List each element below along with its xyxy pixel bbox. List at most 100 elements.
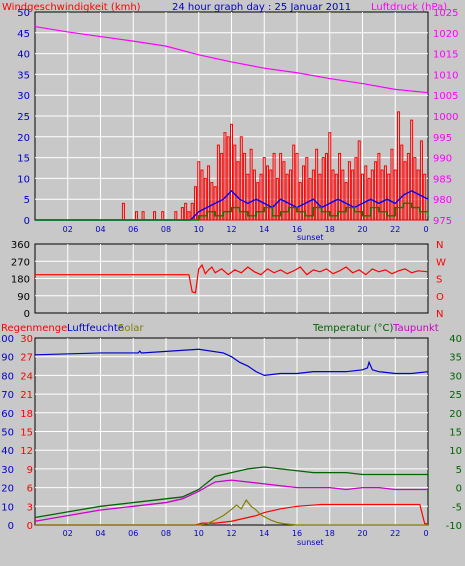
wind-gust-bar (236, 161, 240, 221)
chart-title: 24 hour graph day : 25 Januar 2011 (172, 2, 351, 13)
wind-gust-bar (266, 165, 270, 221)
wind-gust-bar (341, 169, 345, 221)
wind-gust-bar (203, 177, 207, 221)
wind-gust-bar (324, 152, 328, 221)
wind-direction-line (35, 263, 429, 294)
humidity-y-tick: 0 (8, 521, 14, 532)
wind-gust-bar (380, 169, 384, 221)
wind-gust-bar (262, 157, 266, 221)
x-tick-label: 18 (325, 225, 335, 234)
wind-y-tick: 0 (24, 216, 30, 227)
wind-gust-bar (390, 148, 394, 221)
wind-gust-bar (370, 169, 374, 221)
humidity-y-tick: 10 (1, 502, 14, 513)
wind-gust-bar (351, 169, 355, 221)
wind-gust-bar (315, 148, 319, 221)
x-tick-label: 02 (63, 225, 73, 234)
x-tick-label: 06 (128, 225, 138, 234)
humidity-y-tick: 100 (0, 334, 14, 345)
temperature-y-tick: 30 (449, 371, 462, 382)
temperature-y-tick: 40 (449, 334, 462, 345)
dewpoint-line (34, 479, 428, 522)
temperature-y-tick: 20 (449, 409, 462, 420)
wind-gust-bar (233, 144, 237, 221)
humidity-y-tick: 20 (1, 484, 14, 495)
x-tick-label: 02 (63, 529, 73, 538)
wind-y-tick: 15 (17, 154, 30, 165)
wind-gust-bar (361, 173, 364, 221)
humidity-y-tick: 50 (1, 428, 14, 439)
x-tick-label: 16 (292, 225, 302, 234)
compass-label: W (436, 257, 446, 268)
rain-axis-label: Regenmenge (1, 323, 67, 334)
wind-gust-bar (295, 152, 299, 221)
wind-gust-bar (419, 140, 423, 221)
rain-y-tick: 0 (27, 521, 33, 532)
compass-label: S (436, 275, 442, 286)
wind-gust-bar (252, 169, 256, 221)
rain-y-tick: 24 (20, 371, 33, 382)
x-tick-label: 18 (325, 529, 335, 538)
rain-y-tick: 30 (20, 334, 33, 345)
wind-gust-bar (259, 173, 263, 221)
pressure-y-tick: 995 (433, 133, 452, 144)
pressure-y-tick: 985 (433, 174, 452, 185)
wind-gust-bar (406, 152, 410, 221)
wind-gust-bar (364, 165, 368, 221)
wind-gust-bar (220, 152, 224, 221)
temperature-axis-label: Temperatur (°C) (312, 323, 393, 334)
x-tick-label: 12 (226, 225, 236, 234)
x-tick-label: 0 (423, 529, 428, 538)
direction-y-tick: 180 (11, 275, 30, 286)
wind-gust-bar (246, 173, 250, 221)
rain-y-tick: 27 (20, 353, 33, 364)
wind-gust-bar (410, 119, 414, 221)
x-tick-label: 0 (423, 225, 428, 234)
x-tick-label: 12 (226, 529, 236, 538)
humidity-y-tick: 80 (1, 371, 14, 382)
temperature-y-tick: 15 (449, 428, 462, 439)
pressure-y-tick: 1010 (433, 70, 458, 81)
rain-y-tick: 21 (20, 390, 33, 401)
wind-gust-bar (311, 169, 315, 221)
wind-gust-bar (292, 144, 296, 221)
temperature-y-tick: -5 (452, 502, 462, 513)
wind-gust-bar (347, 161, 351, 221)
temperature-y-tick: 25 (449, 390, 462, 401)
sunset-label-top: sunset (297, 233, 324, 242)
wind-gust-bar (400, 144, 404, 221)
wind-gust-bar (285, 173, 289, 221)
x-tick-label: 06 (128, 529, 138, 538)
x-tick-label: 20 (357, 529, 367, 538)
wind-gust-bar (302, 165, 306, 221)
wind-gust-bar (200, 169, 204, 221)
x-tick-label: 14 (259, 225, 269, 234)
wind-gust-bar (269, 169, 273, 221)
rain-line (35, 503, 428, 526)
direction-y-tick: 90 (17, 292, 30, 303)
pressure-y-tick: 1025 (433, 8, 458, 19)
humidity-y-tick: 70 (1, 390, 14, 401)
sunset-label-bottom: sunset (297, 538, 324, 547)
temperature-y-tick: 0 (456, 484, 462, 495)
x-tick-label: 08 (161, 529, 171, 538)
wind-gust-bar (243, 152, 247, 221)
wind-y-tick: 20 (17, 133, 30, 144)
x-tick-label: 16 (292, 529, 302, 538)
wind-gust-bar (338, 152, 342, 221)
wind-gust-bar (403, 161, 407, 221)
wind-gust-bar (397, 111, 401, 221)
wind-gust-bar (354, 157, 358, 221)
wind-average-line (35, 189, 429, 221)
pressure-y-tick: 1015 (433, 50, 458, 61)
wind-y-tick: 45 (17, 29, 30, 40)
temperature-y-tick: -10 (446, 521, 462, 532)
direction-y-tick: 270 (11, 257, 30, 268)
wind-gust-bar (328, 132, 332, 221)
pressure-y-tick: 975 (433, 216, 452, 227)
x-tick-label: 04 (95, 225, 105, 234)
wind-gust-bar (223, 132, 227, 221)
